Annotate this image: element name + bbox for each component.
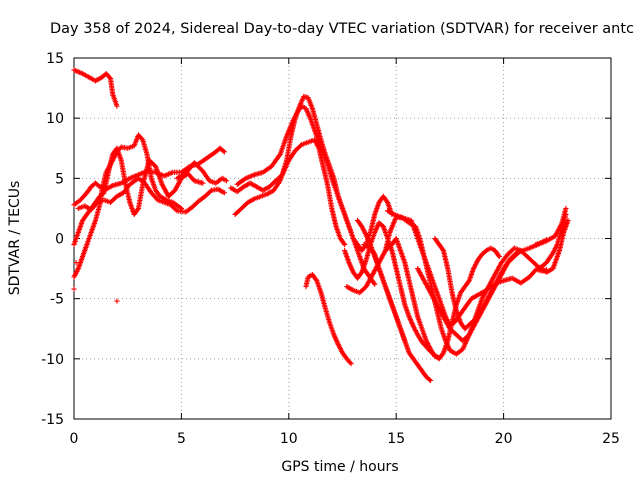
x-tick-label: 10	[280, 431, 298, 447]
outlier-point	[114, 298, 120, 304]
data-point	[221, 190, 227, 196]
series-track-19	[533, 237, 550, 248]
series-track-3	[71, 132, 184, 280]
outlier-point	[71, 286, 77, 292]
data-point	[436, 355, 442, 361]
outlier-point	[73, 259, 79, 266]
data-point	[543, 237, 550, 243]
series-track-10	[303, 272, 354, 367]
x-tick-label: 15	[387, 431, 405, 447]
data-point	[402, 338, 408, 344]
data-point	[178, 205, 184, 212]
data-point	[426, 376, 433, 383]
y-tick-label: -5	[50, 292, 64, 308]
data-point	[342, 241, 348, 248]
x-tick-label: 20	[495, 431, 513, 447]
data-point	[200, 180, 206, 186]
y-tick-label: -15	[41, 412, 64, 428]
data-point	[563, 205, 569, 212]
y-tick-label: 5	[55, 171, 64, 187]
x-tick-label: 25	[602, 431, 620, 447]
series-track-5	[75, 175, 227, 215]
data-point	[114, 103, 120, 109]
data-point	[221, 149, 227, 155]
data-point	[207, 188, 213, 194]
series-outliers	[71, 259, 120, 304]
data-point	[512, 251, 519, 257]
data-series	[71, 67, 571, 384]
chart-title: Day 358 of 2024, Sidereal Day-to-day VTE…	[50, 21, 634, 37]
data-point	[223, 178, 230, 184]
y-tick-label: 10	[46, 111, 64, 127]
series-track-8	[232, 93, 378, 287]
data-point	[372, 281, 378, 287]
y-tick-label: -10	[41, 352, 64, 368]
data-point	[496, 253, 502, 260]
data-point	[298, 143, 304, 149]
y-axis-label: SDTVAR / TECUs	[7, 181, 23, 296]
series-track-20	[535, 267, 550, 274]
data-point	[220, 148, 226, 154]
series-track-9	[234, 103, 395, 254]
x-tick-label: 0	[70, 431, 79, 447]
x-axis-ticks: 0 5 10 15 20 25	[70, 58, 620, 447]
data-point	[427, 377, 434, 384]
x-tick-label: 5	[177, 431, 186, 447]
series-track-1	[71, 67, 120, 109]
data-point	[543, 267, 550, 273]
data-point	[565, 217, 571, 224]
y-tick-label: 0	[55, 232, 64, 248]
y-axis-ticks: -15 -10 -5 0 5 10 15	[41, 51, 611, 428]
series-track-14	[361, 241, 408, 344]
x-axis-label: GPS time / hours	[281, 459, 398, 475]
data-point	[173, 207, 179, 213]
series-track-15	[382, 235, 442, 361]
series-track-6	[174, 160, 230, 186]
y-tick-label: 15	[46, 51, 64, 67]
data-point	[348, 361, 354, 367]
